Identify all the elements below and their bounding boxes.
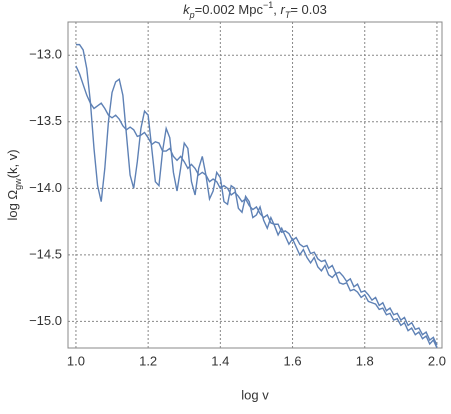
title-part: −1 [263,0,273,10]
ylabel-part: gw [13,178,23,190]
title-part: , [273,2,280,17]
chart-title: kp=0.002 Mpc−1, rT= 0.03 [183,0,327,20]
title-part: = 0.03 [290,2,327,17]
x-tick-label: 1.8 [356,353,374,368]
x-tick-label: 2.0 [428,353,446,368]
y-tick-label: −13.5 [29,113,62,128]
series-line [75,65,438,346]
y-tick-label: −15.0 [29,313,62,328]
series-line [75,43,438,349]
x-tick-label: 1.6 [284,353,302,368]
title-part: T [285,10,292,20]
plot-frame [67,21,443,349]
y-tick-label: −14.5 [29,246,62,261]
x-tick-label: 1.0 [67,353,85,368]
title-part: k [183,2,191,17]
x-tick-label: 1.4 [211,353,229,368]
x-axis-label: log v [241,387,269,402]
y-tick-label: −14.0 [29,180,62,195]
title-part: r [280,2,285,17]
x-tick-label: 1.2 [139,353,157,368]
y-axis-label: log Ωgw(k, v) [5,149,23,220]
title-part: =0.002 Mpc [195,2,264,17]
ylabel-part: log Ω [5,190,20,221]
title-part: p [189,10,195,20]
y-tick-label: −13.0 [29,47,62,62]
ylabel-part: (k, v) [5,149,20,178]
